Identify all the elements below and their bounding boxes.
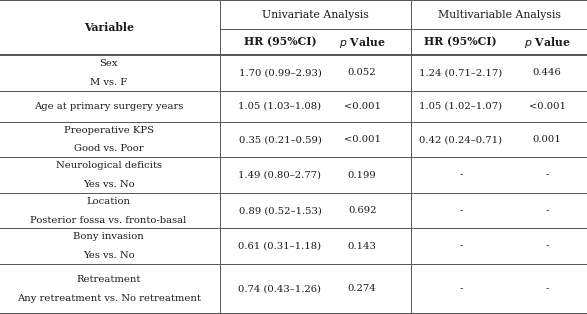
Text: 0.35 (0.21–0.59): 0.35 (0.21–0.59): [238, 135, 322, 144]
Text: -: -: [459, 242, 463, 251]
Text: M vs. F: M vs. F: [90, 78, 127, 87]
Text: 0.052: 0.052: [348, 68, 376, 78]
Text: 0.143: 0.143: [348, 242, 377, 251]
Text: 0.89 (0.52–1.53): 0.89 (0.52–1.53): [238, 206, 322, 215]
Text: Posterior fossa vs. fronto-basal: Posterior fossa vs. fronto-basal: [31, 215, 187, 225]
Text: Univariate Analysis: Univariate Analysis: [262, 10, 369, 19]
Text: 0.446: 0.446: [533, 68, 561, 78]
Text: HR (95%CI): HR (95%CI): [424, 37, 497, 48]
Text: $\it{p}$ Value: $\it{p}$ Value: [524, 35, 571, 50]
Text: 0.42 (0.24–0.71): 0.42 (0.24–0.71): [419, 135, 502, 144]
Text: -: -: [545, 171, 549, 180]
Text: 0.001: 0.001: [533, 135, 561, 144]
Text: -: -: [459, 284, 463, 294]
Text: Bony invasion: Bony invasion: [73, 232, 144, 241]
Text: <0.001: <0.001: [528, 102, 566, 111]
Text: 0.199: 0.199: [348, 171, 376, 180]
Text: Variable: Variable: [83, 22, 134, 33]
Text: 1.70 (0.99–2.93): 1.70 (0.99–2.93): [238, 68, 322, 78]
Text: 1.24 (0.71–2.17): 1.24 (0.71–2.17): [419, 68, 502, 78]
Text: -: -: [459, 171, 463, 180]
Text: -: -: [545, 206, 549, 215]
Text: <0.001: <0.001: [343, 135, 381, 144]
Text: Neurological deficits: Neurological deficits: [56, 161, 161, 170]
Text: 0.692: 0.692: [348, 206, 376, 215]
Text: Good vs. Poor: Good vs. Poor: [74, 144, 143, 154]
Text: 1.49 (0.80–2.77): 1.49 (0.80–2.77): [238, 171, 322, 180]
Text: Retreatment: Retreatment: [76, 275, 141, 284]
Text: 1.05 (1.02–1.07): 1.05 (1.02–1.07): [419, 102, 502, 111]
Text: Location: Location: [87, 197, 130, 206]
Text: Yes vs. No: Yes vs. No: [83, 180, 134, 189]
Text: <0.001: <0.001: [343, 102, 381, 111]
Text: Multivariable Analysis: Multivariable Analysis: [437, 10, 561, 19]
Text: -: -: [545, 284, 549, 294]
Text: Sex: Sex: [99, 59, 118, 68]
Text: Age at primary surgery years: Age at primary surgery years: [34, 102, 183, 111]
Text: 1.05 (1.03–1.08): 1.05 (1.03–1.08): [238, 102, 322, 111]
Text: 0.61 (0.31–1.18): 0.61 (0.31–1.18): [238, 242, 322, 251]
Text: -: -: [459, 206, 463, 215]
Text: HR (95%CI): HR (95%CI): [244, 37, 316, 48]
Text: 0.274: 0.274: [348, 284, 376, 294]
Text: $\it{p}$ Value: $\it{p}$ Value: [339, 35, 386, 50]
Text: -: -: [545, 242, 549, 251]
Text: 0.74 (0.43–1.26): 0.74 (0.43–1.26): [238, 284, 322, 294]
Text: Any retreatment vs. No retreatment: Any retreatment vs. No retreatment: [16, 294, 201, 303]
Text: Preoperative KPS: Preoperative KPS: [63, 126, 154, 135]
Text: Yes vs. No: Yes vs. No: [83, 251, 134, 260]
